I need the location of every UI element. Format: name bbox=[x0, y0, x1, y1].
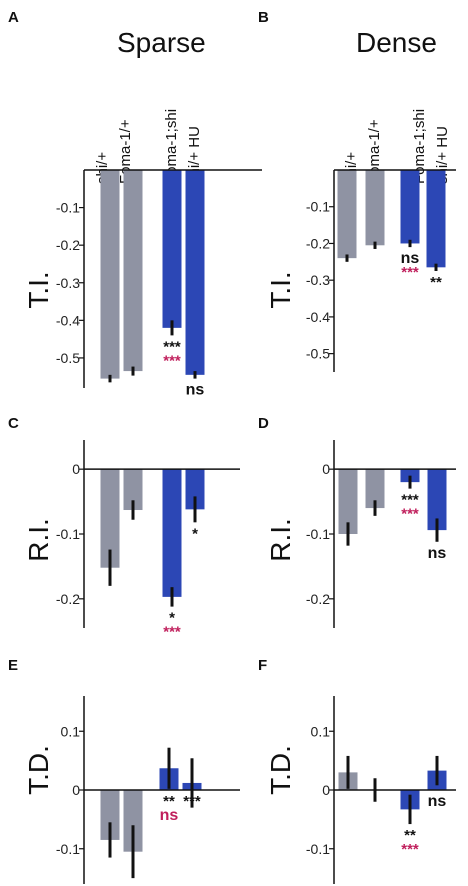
significance-label: *** bbox=[163, 338, 181, 355]
significance-label: ns bbox=[428, 545, 447, 562]
significance-label: * bbox=[192, 525, 198, 542]
y-tick-label: 0 bbox=[72, 461, 80, 477]
significance-label: ns bbox=[428, 793, 447, 810]
bar bbox=[337, 170, 357, 259]
chart-panel-b: -0.1-0.2-0.3-0.4-0.5ns***** bbox=[306, 169, 456, 372]
genotype-label-foma: Foma-1/+ bbox=[117, 119, 134, 184]
significance-label: *** bbox=[401, 841, 419, 858]
genotype-label-foma: Foma-1/+ bbox=[366, 119, 383, 184]
significance-label: *** bbox=[163, 624, 181, 641]
y-axis-label-ti: T.I. bbox=[23, 271, 54, 308]
panel-letter-c: C bbox=[8, 415, 19, 432]
bar bbox=[338, 469, 358, 534]
y-tick-label: 0 bbox=[322, 461, 330, 477]
bar bbox=[123, 170, 143, 372]
y-tick-label: -0.2 bbox=[56, 591, 80, 607]
panel-letter-d: D bbox=[258, 415, 269, 432]
chart-panel-d: 0 -0.1 -0.2 ****** ns bbox=[306, 440, 456, 628]
significance-label: * bbox=[169, 610, 175, 627]
y-axis-label-ti: T.I. bbox=[265, 271, 296, 308]
y-tick-label: -0.4 bbox=[306, 309, 330, 325]
y-tick-label: 0.1 bbox=[61, 723, 81, 739]
bar bbox=[426, 170, 446, 268]
significance-label: *** bbox=[401, 492, 419, 509]
significance-label: ns bbox=[401, 250, 420, 267]
y-tick-label: -0.1 bbox=[306, 199, 330, 215]
bar bbox=[100, 170, 120, 379]
significance-label: *** bbox=[401, 264, 419, 281]
y-tick-label: -0.2 bbox=[306, 235, 330, 251]
y-tick-label: -0.4 bbox=[56, 312, 80, 328]
y-axis-label-ri: R.I. bbox=[23, 518, 54, 562]
y-tick-label: -0.1 bbox=[56, 526, 80, 542]
bar bbox=[123, 469, 143, 511]
significance-label: ns bbox=[186, 382, 205, 399]
chart-panel-e: 0.1 0 -0.1 **ns*** bbox=[56, 696, 240, 884]
y-tick-label: -0.3 bbox=[306, 272, 330, 288]
y-tick-label: -0.5 bbox=[56, 350, 80, 366]
column-title-sparse: Sparse bbox=[117, 27, 206, 58]
y-tick-label: 0 bbox=[322, 782, 330, 798]
significance-label: ** bbox=[163, 793, 175, 810]
chart-panel-c: 0-0.1-0.2***** bbox=[56, 440, 240, 641]
y-tick-label: -0.2 bbox=[306, 591, 330, 607]
bar bbox=[100, 469, 120, 568]
bar bbox=[185, 469, 205, 510]
bar bbox=[162, 170, 182, 328]
bar bbox=[100, 790, 120, 840]
genotype-label-foma-shi: Foma-1;shi bbox=[411, 109, 428, 184]
bar bbox=[365, 469, 385, 509]
bar bbox=[400, 170, 420, 244]
chart-panel-a: -0.1 -0.2 -0.3 -0.4 -0.5 ****** ns bbox=[56, 169, 262, 399]
bar bbox=[427, 469, 447, 531]
significance-label: *** bbox=[401, 506, 419, 523]
significance-label: *** bbox=[183, 793, 201, 810]
y-tick-label: -0.5 bbox=[306, 346, 330, 362]
y-tick-label: -0.1 bbox=[56, 200, 80, 216]
y-axis-label-td: T.D. bbox=[265, 745, 296, 795]
panel-letter-b: B bbox=[258, 9, 269, 26]
panel-letter-f: F bbox=[258, 657, 267, 674]
y-tick-label: 0.1 bbox=[311, 723, 331, 739]
chart-panel-f: 0.1 0 -0.1 ***** ns bbox=[306, 696, 456, 884]
panel-letter-e: E bbox=[8, 657, 18, 674]
bar bbox=[123, 790, 143, 852]
bar bbox=[365, 170, 385, 246]
y-tick-label: -0.1 bbox=[56, 841, 80, 857]
significance-label: ns bbox=[160, 807, 179, 824]
y-tick-label: 0 bbox=[72, 782, 80, 798]
panel-letter-a: A bbox=[8, 9, 19, 26]
y-tick-label: -0.2 bbox=[56, 237, 80, 253]
y-tick-label: -0.1 bbox=[306, 526, 330, 542]
significance-label: *** bbox=[163, 352, 181, 369]
genotype-label-foma-shi: Foma-1;shi bbox=[163, 109, 180, 184]
y-axis-label-td: T.D. bbox=[23, 745, 54, 795]
bar bbox=[162, 469, 182, 597]
significance-label: ** bbox=[404, 827, 416, 844]
significance-label: ** bbox=[430, 274, 442, 291]
bar bbox=[185, 170, 205, 375]
y-axis-label-ri: R.I. bbox=[265, 518, 296, 562]
column-title-dense: Dense bbox=[356, 27, 437, 58]
y-tick-label: -0.3 bbox=[56, 275, 80, 291]
y-tick-label: -0.1 bbox=[306, 841, 330, 857]
